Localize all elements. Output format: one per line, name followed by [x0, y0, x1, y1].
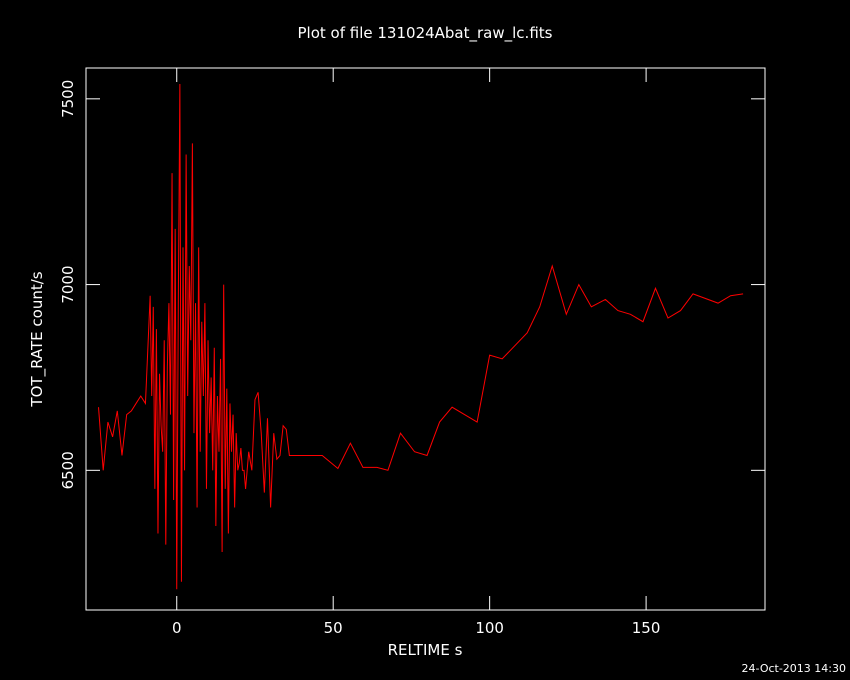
plot-frame: [85, 67, 766, 611]
x-tick-label: 0: [172, 619, 182, 637]
timestamp: 24-Oct-2013 14:30: [742, 662, 846, 675]
y-tick-label: 6500: [59, 451, 77, 489]
y-tick-label: 7000: [59, 265, 77, 303]
x-tick-label: 150: [632, 619, 661, 637]
x-tick-label: 50: [324, 619, 343, 637]
chart-title: Plot of file 131024Abat_raw_lc.fits: [298, 24, 553, 43]
data-line: [98, 83, 744, 590]
y-tick-label: 7500: [59, 80, 77, 118]
y-axis-label: TOT_RATE count/s: [28, 271, 47, 407]
x-tick-label: 100: [475, 619, 504, 637]
x-axis-label: RELTIME s: [388, 641, 463, 659]
